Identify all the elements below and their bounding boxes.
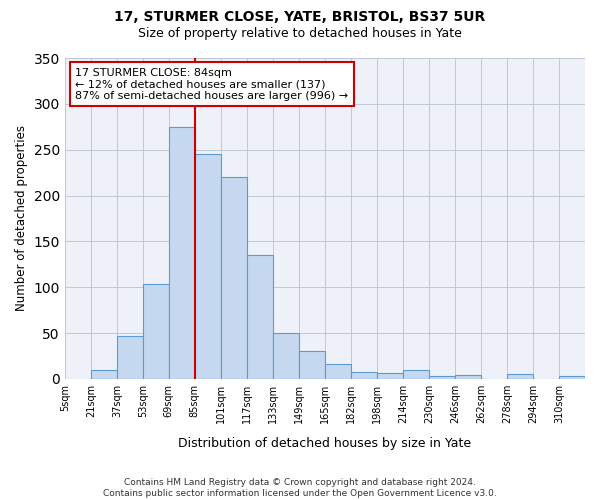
Bar [273,333,299,379]
Bar [507,374,533,379]
Bar [325,364,351,379]
Bar [117,336,143,379]
Bar [299,352,325,379]
Y-axis label: Number of detached properties: Number of detached properties [15,126,28,312]
X-axis label: Distribution of detached houses by size in Yate: Distribution of detached houses by size … [178,437,472,450]
Bar [429,376,455,379]
Bar [559,376,585,379]
Bar [377,374,403,379]
Text: 17 STURMER CLOSE: 84sqm
← 12% of detached houses are smaller (137)
87% of semi-d: 17 STURMER CLOSE: 84sqm ← 12% of detache… [75,68,349,101]
Bar [455,375,481,379]
Text: Size of property relative to detached houses in Yate: Size of property relative to detached ho… [138,28,462,40]
Bar [351,372,377,379]
Bar [143,284,169,379]
Text: 17, STURMER CLOSE, YATE, BRISTOL, BS37 5UR: 17, STURMER CLOSE, YATE, BRISTOL, BS37 5… [115,10,485,24]
Bar [247,255,273,379]
Text: Contains HM Land Registry data © Crown copyright and database right 2024.
Contai: Contains HM Land Registry data © Crown c… [103,478,497,498]
Bar [195,154,221,379]
Bar [91,370,117,379]
Bar [221,177,247,379]
Bar [169,127,195,379]
Bar [403,370,429,379]
